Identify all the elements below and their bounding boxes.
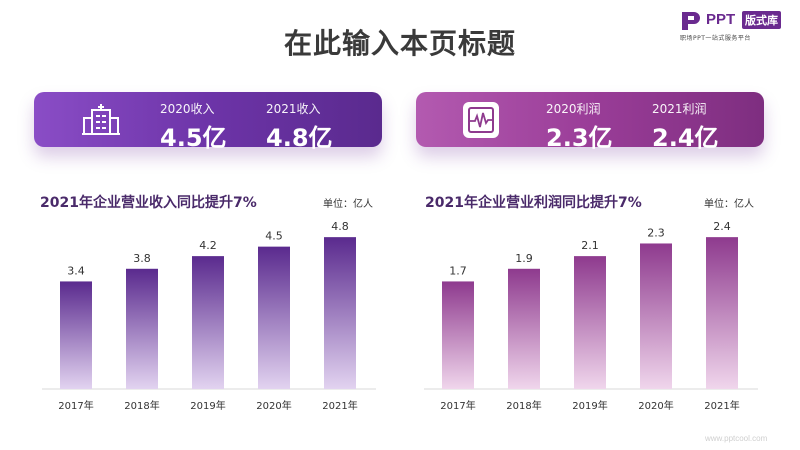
stat-label: 2021利润: [652, 102, 707, 116]
data-label: 4.8: [331, 220, 349, 233]
x-tick-label: 2019年: [190, 399, 225, 412]
ppt-logo-icon: [682, 12, 700, 30]
stat-value: 4.8亿: [266, 124, 333, 152]
bar-2021年: [706, 237, 738, 389]
data-label: 4.5: [265, 230, 283, 243]
x-tick-label: 2020年: [256, 399, 291, 412]
profit-2021-stat: 2021利润 2.4亿: [652, 100, 719, 153]
bar-2017年: [442, 281, 474, 389]
stat-label: 2021收入: [266, 102, 321, 116]
logo: PPT 版式库 职场PPT一站式服务平台: [680, 10, 792, 42]
revenue-bar-chart: 3.4 2017年 3.8 2018年 4.2 2019年 4.5 2020年 4.8 2021年: [34, 215, 384, 415]
profit-chart-unit: 单位：亿人: [704, 199, 754, 210]
profit-chart-title: 2021年企业营业利润同比提升7%: [425, 195, 642, 211]
revenue-2020-stat: 2020收入 4.5亿: [160, 100, 227, 153]
bar-2019年: [192, 256, 224, 389]
bar-2018年: [126, 268, 158, 389]
footer-url: www.pptcool.com: [705, 434, 768, 443]
bar-2020年: [258, 246, 290, 389]
data-label: 2.4: [713, 220, 731, 233]
page-title: 在此输入本页标题: [283, 27, 516, 60]
monitor-chart-icon: [463, 102, 499, 138]
revenue-2021-stat: 2021收入 4.8亿: [266, 100, 333, 153]
x-tick-label: 2018年: [506, 399, 541, 412]
profit-chart-svg: 1.7 2017年 1.9 2018年 2.1 2019年 2.3 2020年 2.4 2021年: [424, 220, 758, 412]
revenue-chart-svg: 3.4 2017年 3.8 2018年 4.2 2019年 4.5 2020年 4.8 2021年: [42, 220, 376, 412]
x-tick-label: 2021年: [704, 399, 739, 412]
revenue-summary-card: 2020收入 4.5亿 2021收入 4.8亿: [34, 92, 382, 152]
x-tick-label: 2018年: [124, 399, 159, 412]
data-label: 2.3: [647, 226, 665, 239]
x-tick-label: 2017年: [58, 399, 93, 412]
x-tick-label: 2021年: [322, 399, 357, 412]
logo-text: PPT: [706, 11, 736, 28]
bar-2017年: [60, 281, 92, 389]
x-tick-label: 2019年: [572, 399, 607, 412]
profit-2020-stat: 2020利润 2.3亿: [546, 100, 613, 153]
bar-2019年: [574, 256, 606, 389]
stat-label: 2020收入: [160, 102, 215, 116]
data-label: 4.2: [199, 239, 217, 252]
data-label: 2.1: [581, 239, 599, 252]
revenue-chart-unit: 单位：亿人: [323, 199, 373, 210]
bar-2021年: [324, 237, 356, 389]
bar-2020年: [640, 243, 672, 389]
stat-value: 2.3亿: [546, 124, 613, 152]
building-icon: [82, 104, 120, 135]
logo-tag: 版式库: [742, 11, 781, 29]
x-tick-label: 2017年: [440, 399, 475, 412]
stat-value: 2.4亿: [652, 124, 719, 152]
x-tick-label: 2020年: [638, 399, 673, 412]
data-label: 1.7: [449, 264, 467, 277]
data-label: 1.9: [515, 252, 533, 265]
profit-bar-chart: 1.7 2017年 1.9 2018年 2.1 2019年 2.3 2020年 2.4 2021年: [416, 215, 766, 415]
stat-label: 2020利润: [546, 102, 601, 116]
data-label: 3.8: [133, 252, 151, 265]
stat-value: 4.5亿: [160, 124, 227, 152]
revenue-chart-title: 2021年企业营业收入同比提升7%: [40, 195, 257, 211]
data-label: 3.4: [67, 264, 85, 277]
bar-2018年: [508, 268, 540, 389]
logo-subtitle: 职场PPT一站式服务平台: [680, 35, 751, 42]
profit-summary-card: 2020利润 2.3亿 2021利润 2.4亿: [416, 92, 764, 152]
